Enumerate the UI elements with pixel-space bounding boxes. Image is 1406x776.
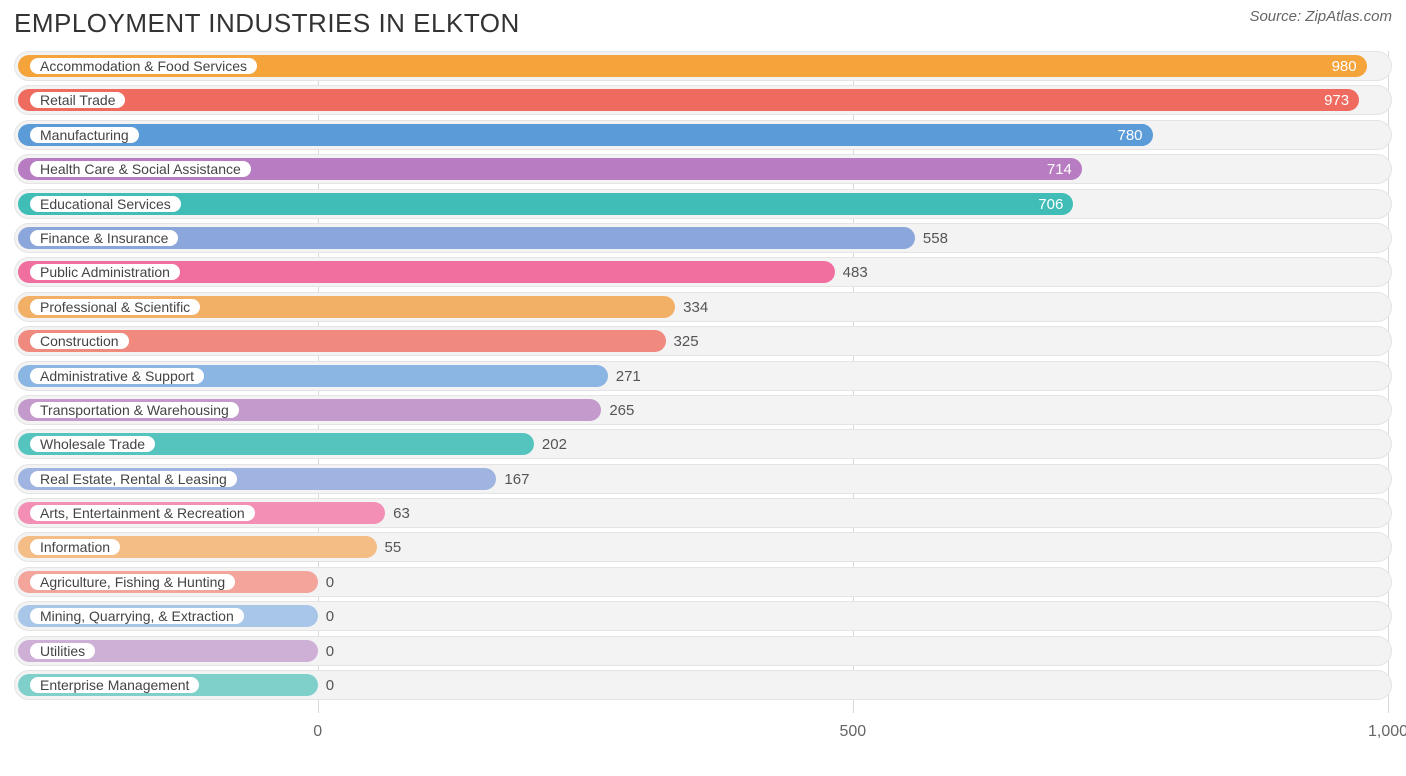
bar-fill — [18, 89, 1359, 111]
bar-row: Wholesale Trade 202 — [14, 429, 1392, 459]
bar-row: Accommodation & Food Services 980 — [14, 51, 1392, 81]
bar-row: Arts, Entertainment & Recreation 63 — [14, 498, 1392, 528]
category-label: Public Administration — [30, 264, 180, 280]
category-label: Health Care & Social Assistance — [30, 161, 251, 177]
bar-row: Agriculture, Fishing & Hunting 0 — [14, 567, 1392, 597]
bar-row: Manufacturing 780 — [14, 120, 1392, 150]
category-label: Construction — [30, 333, 129, 349]
bar-row: Mining, Quarrying, & Extraction 0 — [14, 601, 1392, 631]
value-label: 202 — [542, 436, 567, 453]
category-label: Finance & Insurance — [30, 230, 178, 246]
category-label: Educational Services — [30, 196, 181, 212]
bar-row: Retail Trade 973 — [14, 85, 1392, 115]
value-label: 980 — [1332, 58, 1357, 75]
x-axis-tick-label: 500 — [839, 723, 866, 741]
category-label: Utilities — [30, 643, 95, 659]
value-label: 483 — [843, 264, 868, 281]
bar-row: Professional & Scientific 334 — [14, 292, 1392, 322]
bar-row: Real Estate, Rental & Leasing 167 — [14, 464, 1392, 494]
category-label: Arts, Entertainment & Recreation — [30, 505, 255, 521]
value-label: 271 — [616, 368, 641, 385]
value-label: 55 — [385, 539, 402, 556]
bar-fill — [18, 124, 1153, 146]
value-label: 558 — [923, 230, 948, 247]
category-label: Accommodation & Food Services — [30, 58, 257, 74]
bar-row: Construction 325 — [14, 326, 1392, 356]
category-label: Enterprise Management — [30, 677, 199, 693]
value-label: 0 — [326, 643, 334, 660]
bar-row: Educational Services 706 — [14, 189, 1392, 219]
bar-row: Public Administration 483 — [14, 257, 1392, 287]
plot-region: Accommodation & Food Services 980 Retail T… — [14, 51, 1392, 713]
category-label: Manufacturing — [30, 127, 139, 143]
bar-row: Enterprise Management 0 — [14, 670, 1392, 700]
value-label: 167 — [504, 471, 529, 488]
category-label: Professional & Scientific — [30, 299, 200, 315]
bar-row: Administrative & Support 271 — [14, 361, 1392, 391]
value-label: 706 — [1038, 196, 1063, 213]
category-label: Agriculture, Fishing & Hunting — [30, 574, 235, 590]
category-label: Retail Trade — [30, 92, 125, 108]
category-label: Information — [30, 539, 120, 555]
bar-row: Information 55 — [14, 532, 1392, 562]
category-label: Wholesale Trade — [30, 436, 155, 452]
bar-row: Transportation & Warehousing 265 — [14, 395, 1392, 425]
chart-area: Accommodation & Food Services 980 Retail T… — [14, 51, 1392, 741]
bar-row: Utilities 0 — [14, 636, 1392, 666]
x-axis-tick-label: 1,000 — [1368, 723, 1406, 741]
category-label: Real Estate, Rental & Leasing — [30, 471, 237, 487]
value-label: 780 — [1118, 127, 1143, 144]
source-attribution: Source: ZipAtlas.com — [1249, 8, 1392, 25]
value-label: 63 — [393, 505, 410, 522]
value-label: 973 — [1324, 92, 1349, 109]
bar-row: Finance & Insurance 558 — [14, 223, 1392, 253]
value-label: 325 — [674, 333, 699, 350]
bar-row: Health Care & Social Assistance 714 — [14, 154, 1392, 184]
chart-title: EMPLOYMENT INDUSTRIES IN ELKTON — [14, 8, 520, 39]
value-label: 334 — [683, 299, 708, 316]
value-label: 265 — [609, 402, 634, 419]
category-label: Mining, Quarrying, & Extraction — [30, 608, 244, 624]
category-label: Administrative & Support — [30, 368, 204, 384]
value-label: 0 — [326, 574, 334, 591]
x-axis-tick-label: 0 — [313, 723, 322, 741]
value-label: 0 — [326, 677, 334, 694]
bar-rows-container: Accommodation & Food Services 980 Retail T… — [14, 51, 1392, 700]
value-label: 714 — [1047, 161, 1072, 178]
value-label: 0 — [326, 608, 334, 625]
category-label: Transportation & Warehousing — [30, 402, 239, 418]
